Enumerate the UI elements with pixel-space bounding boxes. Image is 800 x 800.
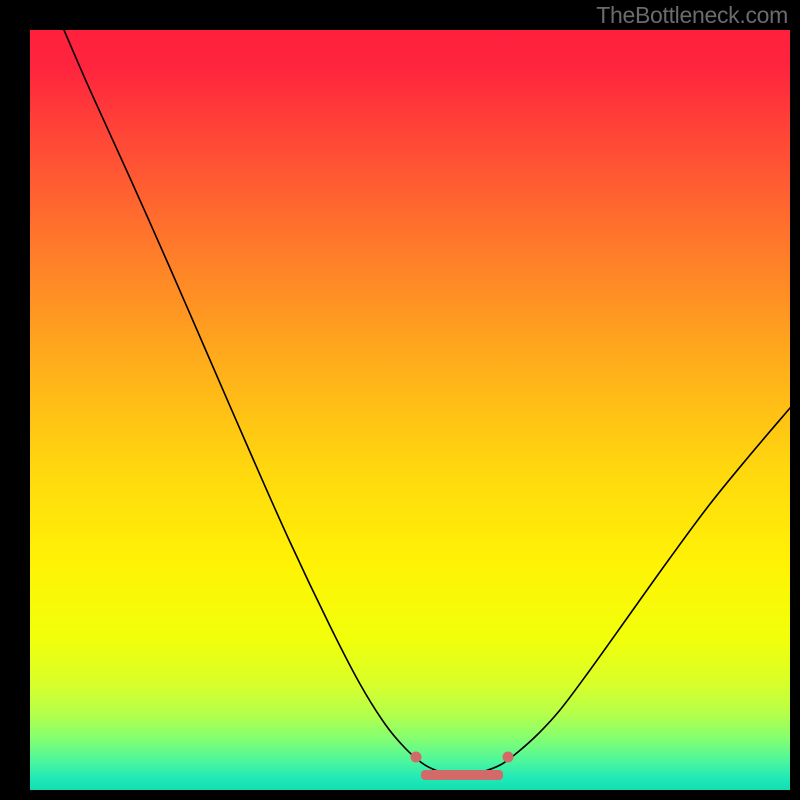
optimal-range-marker [30,30,790,790]
marker-dot-left-icon [411,752,422,763]
plot-area [30,30,790,790]
marker-bar [421,770,503,780]
watermark-text: TheBottleneck.com [596,2,788,29]
marker-dot-right-icon [503,752,514,763]
